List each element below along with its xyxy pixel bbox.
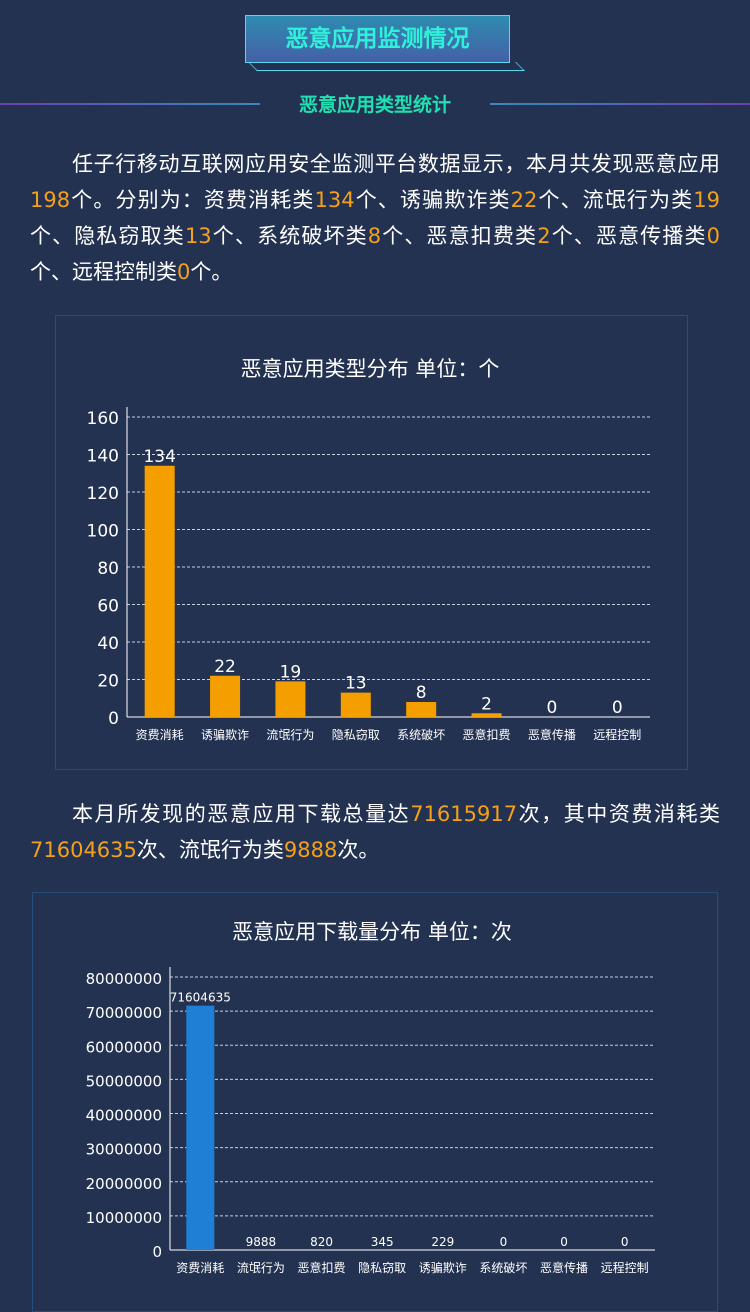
y-tick-label: 0 [152, 1243, 162, 1261]
x-tick-label: 隐私窃取 [358, 1260, 406, 1275]
bar [341, 693, 371, 717]
bar [406, 702, 436, 717]
bar [275, 681, 305, 717]
text-run: 个、恶意扣费类 [381, 224, 537, 248]
highlight-number: 9888 [284, 838, 337, 862]
y-tick-label: 30000000 [86, 1141, 162, 1159]
y-tick-label: 60000000 [86, 1038, 162, 1056]
chart-downloads: 恶意应用下载量分布 单位：次 0 10000000 20000000 30000000 4… [0, 910, 750, 1305]
x-tick-label: 远程控制 [593, 727, 641, 742]
data-label: 13 [345, 674, 367, 694]
x-tick-label: 诱骗欺诈 [419, 1260, 467, 1275]
y-tick-label: 120 [87, 484, 119, 504]
text-run: 个、恶意传播类 [551, 224, 707, 248]
highlight-number: 8 [368, 224, 381, 248]
data-label: 345 [371, 1235, 394, 1249]
data-label: 820 [310, 1235, 333, 1249]
text-run: 次，其中资费消耗类 [517, 802, 720, 826]
text-run: 个、系统破坏类 [212, 224, 368, 248]
y-tick-label: 100 [87, 522, 119, 542]
highlight-number: 2 [537, 224, 550, 248]
chart-title: 恶意应用类型分布 单位：个 [241, 357, 500, 381]
x-tick-label: 恶意传播 [540, 1260, 588, 1275]
y-tick-label: 70000000 [86, 1004, 162, 1022]
data-label: 0 [560, 1235, 568, 1249]
highlight-number: 198 [30, 188, 70, 212]
data-label: 9888 [246, 1235, 277, 1249]
text-run: 个、远程控制类 [30, 260, 177, 284]
bar [186, 1006, 214, 1250]
data-label: 0 [621, 1235, 629, 1249]
y-tick-label: 140 [87, 447, 119, 467]
x-tick-label: 流氓行为 [266, 728, 314, 742]
highlight-number: 0 [707, 224, 720, 248]
text-run: 个。 [190, 260, 232, 284]
section-subtitle: 恶意应用类型统计 [0, 90, 750, 117]
highlight-number: 71604635 [30, 838, 137, 862]
data-label: 0 [612, 698, 623, 718]
y-tick-label: 60 [97, 597, 119, 617]
data-label: 0 [500, 1235, 508, 1249]
highlight-number: 13 [185, 224, 212, 248]
y-tick-label: 40 [97, 634, 119, 654]
y-tick-label: 40000000 [86, 1107, 162, 1125]
x-tick-label: 隐私窃取 [332, 727, 380, 742]
x-tick-label: 资费消耗 [136, 728, 184, 742]
main-title: 恶意应用监测情况 [245, 15, 510, 63]
bar [145, 466, 175, 717]
chart-title: 恶意应用下载量分布 单位：次 [232, 920, 512, 944]
x-tick-label: 诱骗欺诈 [201, 727, 249, 742]
data-label: 134 [143, 447, 175, 467]
chart-types: 恶意应用类型分布 单位：个020406080100120140160134资费消… [0, 340, 750, 760]
text-run: 本月所发现的恶意应用下载总量达 [72, 802, 410, 826]
y-tick-label: 20000000 [86, 1175, 162, 1193]
x-tick-label: 系统破坏 [397, 727, 445, 742]
data-label: 2 [481, 694, 492, 714]
highlight-number: 71615917 [410, 802, 517, 826]
summary-paragraph-types: 任子行移动互联网应用安全监测平台数据显示，本月共发现恶意应用198个。分别为：资… [30, 146, 720, 290]
data-label: 229 [431, 1235, 454, 1249]
text-run: 次、流氓行为类 [137, 838, 284, 862]
y-tick-label: 10000000 [86, 1209, 162, 1227]
highlight-number: 19 [693, 188, 720, 212]
y-tick-label: 80 [97, 559, 119, 579]
data-label: 0 [547, 698, 558, 718]
y-tick-label: 50000000 [86, 1072, 162, 1090]
x-tick-label: 恶意扣费 [463, 727, 511, 742]
y-tick-label: 160 [87, 409, 119, 429]
highlight-number: 134 [315, 188, 355, 212]
text-run: 个、隐私窃取类 [30, 224, 185, 248]
x-tick-label: 远程控制 [601, 1260, 649, 1275]
y-tick-label: 0 [108, 709, 119, 729]
y-tick-label: 80000000 [86, 970, 162, 988]
summary-paragraph-downloads: 本月所发现的恶意应用下载总量达71615917次，其中资费消耗类 71604635… [30, 796, 720, 868]
highlight-number: 22 [511, 188, 538, 212]
data-label: 8 [416, 683, 427, 703]
text-run: 个、诱骗欺诈类 [355, 188, 511, 212]
text-run: 个、流氓行为类 [537, 188, 693, 212]
x-tick-label: 系统破坏 [479, 1260, 527, 1275]
y-tick-label: 20 [97, 672, 119, 692]
x-tick-label: 流氓行为 [237, 1261, 285, 1275]
text-run: 个。分别为：资费消耗类 [70, 188, 314, 212]
x-tick-label: 恶意传播 [528, 727, 576, 742]
x-tick-label: 资费消耗 [176, 1261, 224, 1275]
text-run: 次。 [337, 838, 379, 862]
highlight-number: 0 [177, 260, 190, 284]
data-label: 19 [280, 662, 302, 682]
data-label: 71604635 [170, 991, 231, 1005]
bar [210, 676, 240, 717]
data-label: 22 [214, 657, 236, 677]
x-tick-label: 恶意扣费 [298, 1260, 346, 1275]
text-run: 任子行移动互联网应用安全监测平台数据显示，本月共发现恶意应用 [72, 152, 720, 176]
